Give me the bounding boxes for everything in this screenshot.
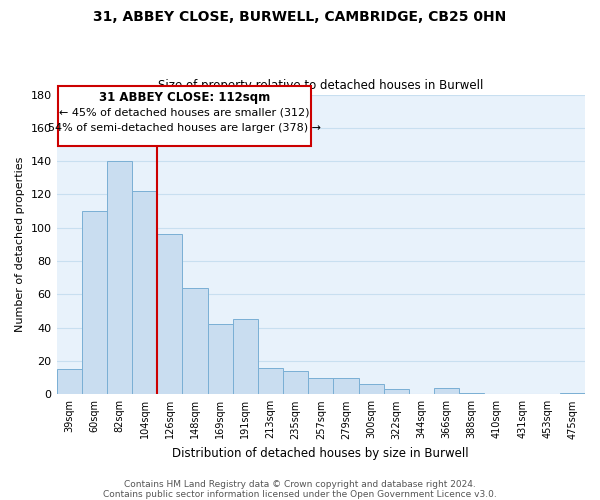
Bar (334, 378, 359, 394)
Text: Contains public sector information licensed under the Open Government Licence v3: Contains public sector information licen… (103, 490, 497, 499)
Bar (82, 211, 107, 394)
Bar (459, 392, 484, 394)
Bar (182, 288, 208, 395)
Bar (434, 388, 459, 394)
X-axis label: Distribution of detached houses by size in Burwell: Distribution of detached houses by size … (172, 447, 469, 460)
Y-axis label: Number of detached properties: Number of detached properties (15, 156, 25, 332)
Bar (560, 392, 585, 394)
Text: ← 45% of detached houses are smaller (312): ← 45% of detached houses are smaller (31… (59, 108, 310, 118)
Bar (56, 370, 82, 394)
Bar (233, 320, 258, 394)
Bar (132, 191, 157, 394)
Text: 31, ABBEY CLOSE, BURWELL, CAMBRIDGE, CB25 0HN: 31, ABBEY CLOSE, BURWELL, CAMBRIDGE, CB2… (94, 10, 506, 24)
Bar (383, 390, 409, 394)
Text: 31 ABBEY CLOSE: 112sqm: 31 ABBEY CLOSE: 112sqm (98, 92, 270, 104)
Text: 54% of semi-detached houses are larger (378) →: 54% of semi-detached houses are larger (… (48, 123, 321, 133)
Bar (208, 324, 233, 394)
Bar (157, 234, 182, 394)
FancyBboxPatch shape (58, 86, 311, 146)
Bar (258, 368, 283, 394)
Bar (359, 384, 383, 394)
Text: Contains HM Land Registry data © Crown copyright and database right 2024.: Contains HM Land Registry data © Crown c… (124, 480, 476, 489)
Bar (107, 161, 132, 394)
Title: Size of property relative to detached houses in Burwell: Size of property relative to detached ho… (158, 79, 484, 92)
Bar (283, 371, 308, 394)
Bar (308, 378, 334, 394)
